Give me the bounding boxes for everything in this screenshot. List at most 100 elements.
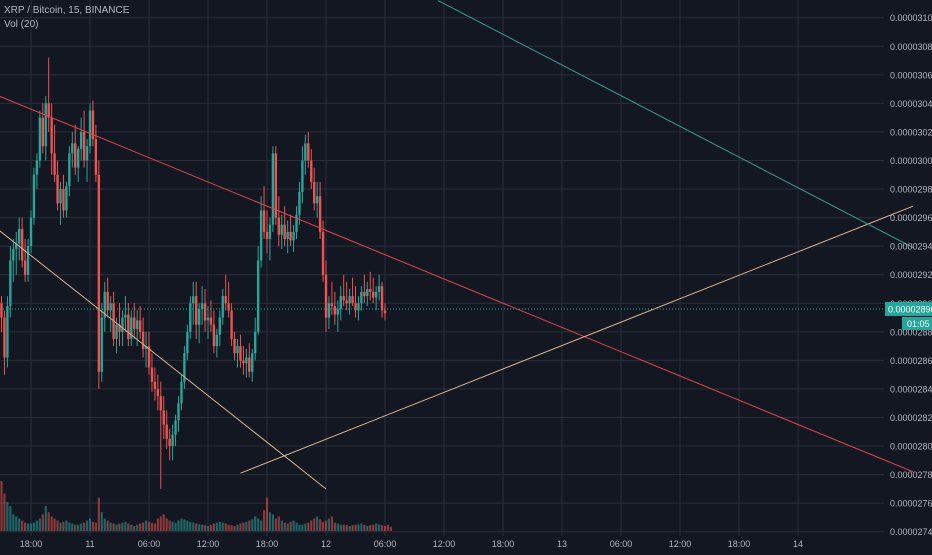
candle: [6, 296, 9, 368]
candle-body: [103, 291, 106, 318]
current-price-badge: 0.00002896 01:05: [885, 301, 932, 330]
candle: [56, 160, 59, 211]
candle: [127, 303, 130, 347]
candle: [248, 343, 251, 378]
volume-bar: [378, 524, 381, 531]
volume-bar: [316, 516, 319, 531]
candle-body: [295, 214, 298, 232]
volume-bar: [118, 523, 121, 531]
candle: [9, 246, 12, 318]
candle-body: [215, 334, 219, 347]
candle: [174, 414, 177, 447]
volume-bar: [195, 523, 198, 531]
candle: [44, 96, 47, 161]
x-tick-label: 12:00: [197, 539, 220, 549]
candle: [150, 353, 154, 392]
candle-body: [369, 288, 372, 292]
trendline: [0, 230, 327, 490]
volume-bar: [257, 518, 260, 531]
candle: [50, 103, 53, 175]
candle-body: [351, 296, 354, 304]
candle-body: [118, 324, 121, 332]
candle: [65, 181, 68, 218]
candle: [251, 348, 254, 382]
x-tick-label: 12:00: [433, 539, 456, 549]
volume-bar: [333, 522, 336, 531]
volume-bar: [177, 520, 180, 531]
candle-body: [245, 357, 248, 364]
volume-bar: [106, 520, 109, 531]
candle-body: [106, 291, 109, 311]
x-tick-label: 18:00: [20, 539, 43, 549]
volume-bar: [203, 525, 207, 531]
volume-bar: [321, 521, 325, 531]
candle: [77, 146, 80, 182]
volume-bar: [230, 525, 233, 531]
x-tick-label: 11: [85, 539, 94, 549]
candle: [68, 146, 71, 197]
candle-body: [324, 274, 328, 318]
volume-bar: [245, 521, 248, 531]
volume-bar: [383, 526, 387, 531]
candle-body: [274, 153, 278, 218]
volume-bar: [280, 520, 283, 531]
candle: [23, 239, 27, 282]
volume-bar: [227, 524, 230, 531]
candle-body: [301, 160, 304, 192]
x-tick-label: 18:00: [256, 539, 279, 549]
candle-body: [0, 303, 3, 318]
candle: [0, 296, 3, 332]
volume-bar: [124, 521, 127, 531]
candle-body: [333, 306, 337, 315]
volume-bar: [283, 522, 286, 531]
candle: [94, 124, 98, 182]
volume-bar: [153, 523, 156, 531]
candle: [3, 310, 6, 375]
candle: [35, 153, 39, 190]
candle-body: [212, 324, 216, 347]
volume-bar: [29, 523, 33, 531]
volume-bar: [313, 518, 316, 531]
candle-body: [380, 286, 384, 311]
candle: [310, 149, 313, 190]
volume-bar: [218, 521, 221, 531]
candle-body: [265, 231, 269, 240]
trendline: [0, 95, 914, 473]
candle: [79, 117, 83, 161]
candle-body: [271, 153, 275, 225]
candle-body: [12, 249, 15, 261]
volume-bar: [357, 524, 360, 531]
candle: [360, 286, 363, 311]
candle: [195, 281, 198, 339]
volume-bar: [360, 523, 363, 531]
volume-bar: [345, 525, 348, 531]
volume-bar: [80, 523, 83, 531]
x-tick-label: 14: [793, 539, 803, 549]
volume-bar: [18, 518, 21, 531]
volume-bar: [215, 522, 218, 531]
candle-body: [374, 291, 378, 298]
volume-bar: [15, 516, 18, 531]
candle: [186, 324, 189, 361]
candle-body: [77, 149, 80, 168]
candle-body: [18, 229, 21, 244]
candle: [301, 146, 304, 204]
volume-bar: [174, 522, 177, 531]
candle-body: [339, 296, 342, 309]
volume-bar: [0, 481, 3, 531]
candle: [218, 310, 221, 347]
candle: [224, 274, 227, 311]
candle: [47, 57, 50, 132]
candle-body: [97, 174, 101, 372]
volume-bar: [354, 524, 357, 531]
volume-indicator-label: Vol (20): [4, 19, 39, 30]
candle: [363, 274, 366, 304]
volume-bar: [127, 523, 130, 531]
